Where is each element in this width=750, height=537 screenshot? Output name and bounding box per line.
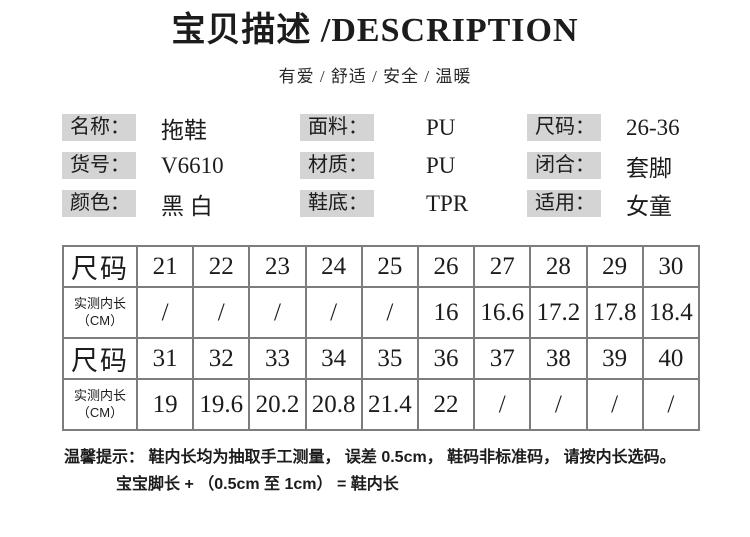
table-cell: 24: [304, 245, 363, 289]
table-cell: 20.8: [304, 378, 363, 432]
attribute-item: 尺码： 26-36: [527, 114, 702, 142]
row-header-unit: （CM）: [76, 404, 124, 420]
page-subtitle: 有爱 / 舒适 / 安全 / 温暖: [278, 67, 472, 87]
table-cell: 25: [360, 245, 419, 289]
size-chart-table: 尺码 21 22 23 24 25 26 27 28 29 30 实测内长 （CM） / / / //16 16.…: [62, 245, 701, 432]
attribute-label: 面料：: [300, 114, 374, 142]
attribute-item: 闭合： 套脚: [527, 152, 702, 181]
table-cell: 38: [529, 337, 588, 381]
attribute-item: 货号： V6610: [62, 152, 300, 180]
row-header-cell: 尺码: [62, 337, 138, 381]
table-cell: 31: [135, 337, 195, 381]
attributes-grid: 名称： 拖鞋 面料： PU 尺码： 26-36 货号： V6610 材质： PU 闭合： 套脚颜色： 黑…: [62, 114, 702, 219]
table-cell: 39: [585, 337, 644, 381]
table-cell: 28: [529, 245, 588, 289]
attribute-label: 货号：: [62, 152, 136, 180]
table-cell: 19: [135, 378, 195, 432]
table-cell: 30: [641, 245, 701, 289]
table-cell: 17.2: [529, 286, 588, 340]
attribute-label: 名称：: [62, 114, 136, 142]
page-title: 宝贝描述 /DESCRIPTION: [171, 12, 579, 49]
table-cell: 19.6: [192, 378, 251, 432]
size-chart-body: 尺码 21 22 23 24 25 26 27 28 29 30 实测内长 （CM） / / / //16 16.…: [62, 245, 701, 432]
table-cell: 29: [585, 245, 644, 289]
attribute-item: 名称： 拖鞋: [62, 114, 300, 143]
table-cell: 16.6: [473, 286, 532, 340]
attribute-item: 鞋底： TPR: [300, 190, 527, 218]
note-formula-line: 宝宝脚长 + （0.5cm 至 1cm） = 鞋内长: [116, 475, 399, 493]
attribute-value: TPR: [426, 190, 469, 216]
attribute-label: 材质：: [300, 152, 374, 180]
table-cell: 35: [360, 337, 419, 381]
table-cell: 40: [641, 337, 701, 381]
attribute-item: 适用： 女童: [527, 190, 702, 219]
table-cell: 18.4: [641, 286, 701, 340]
note-tip-line: 温馨提示： 鞋内长均为抽取手工测量， 误差 0.5cm， 鞋码非标准码， 请按内…: [64, 449, 676, 467]
attribute-value: 26-36: [626, 114, 680, 140]
attribute-item: 材质： PU: [300, 152, 527, 180]
table-cell: 36: [416, 337, 476, 381]
attribute-value: 女童: [626, 193, 672, 219]
table-cell: 16: [416, 286, 476, 340]
attribute-value: 拖鞋: [161, 117, 207, 143]
table-cell: /: [135, 286, 195, 340]
attribute-value: 套脚: [626, 155, 672, 181]
notes: 温馨提示： 鞋内长均为抽取手工测量， 误差 0.5cm， 鞋码非标准码， 请按内…: [64, 445, 750, 498]
table-cell: 27: [473, 245, 532, 289]
table-cell: 22: [416, 378, 476, 432]
table-cell: /: [304, 286, 363, 340]
attribute-label: 鞋底：: [300, 190, 374, 218]
row-header-cell: 实测内长 （CM）: [62, 286, 138, 340]
attribute-value: 黑 白: [161, 193, 213, 219]
table-cell: 20.2: [248, 378, 307, 432]
table-cell: 26: [416, 245, 476, 289]
page-header: 宝贝描述 /DESCRIPTION 有爱 / 舒适 / 安全 / 温暖: [0, 0, 750, 87]
table-cell: 23: [248, 245, 307, 289]
table-cell: /: [585, 378, 644, 432]
table-cell: 34: [304, 337, 363, 381]
row-header-text: 尺码: [71, 254, 129, 285]
row-header-text: 实测内长: [73, 296, 126, 311]
table-cell: 21: [135, 245, 195, 289]
attribute-label: 尺码：: [527, 114, 601, 142]
row-header-cell: 尺码: [62, 245, 138, 289]
table-cell: 33: [248, 337, 307, 381]
inner-length-row: 实测内长 （CM） 19 19.6 20.2 20.8 21.4 22// / /: [62, 378, 701, 432]
attribute-label: 闭合：: [527, 152, 601, 180]
attribute-item: 颜色： 黑 白: [62, 190, 300, 219]
table-cell: /: [641, 378, 701, 432]
attribute-value: PU: [426, 114, 456, 140]
row-header-cell: 实测内长 （CM）: [62, 378, 138, 432]
table-cell: 32: [192, 337, 251, 381]
attribute-label: 适用：: [527, 190, 601, 218]
attribute-value: PU: [426, 152, 456, 178]
table-cell: /: [192, 286, 251, 340]
table-cell: /: [473, 378, 532, 432]
table-cell: 22: [192, 245, 251, 289]
attribute-item: 面料： PU: [300, 114, 527, 142]
table-cell: 21.4: [360, 378, 419, 432]
table-cell: 17.8: [585, 286, 644, 340]
size-row: 尺码 21 22 23 24 25 26 27 28 29 30: [62, 245, 701, 289]
attribute-label: 颜色：: [62, 190, 136, 218]
row-header-text: 尺码: [71, 346, 129, 377]
table-cell: /: [529, 378, 588, 432]
inner-length-row: 实测内长 （CM） / / / //16 16.6 17.2 17.8 18.4: [62, 286, 701, 340]
row-header-text: 实测内长: [73, 388, 126, 403]
row-header-unit: （CM）: [76, 312, 124, 328]
table-cell: /: [248, 286, 307, 340]
attribute-value: V6610: [161, 152, 224, 178]
table-cell: 37: [473, 337, 532, 381]
size-row: 尺码 31 32 33 34 35 36 37 38 39 40: [62, 337, 701, 381]
table-cell: /: [360, 286, 419, 340]
